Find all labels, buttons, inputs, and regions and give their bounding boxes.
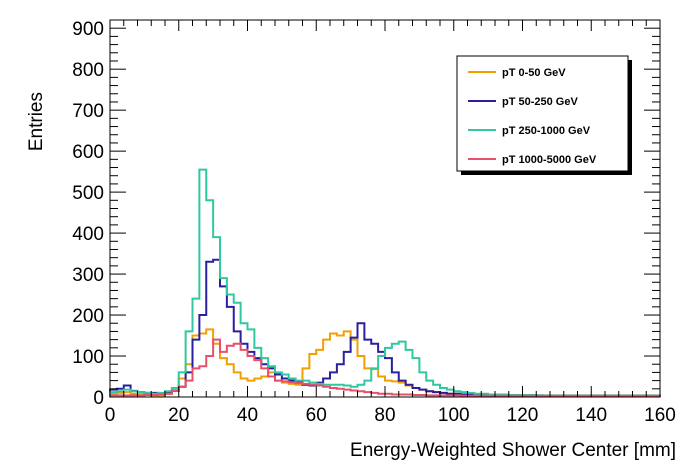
y-tick-label: 500 <box>72 183 104 204</box>
ticks-layer: 0 20 40 60 80 100 120 140 160 0 100 200 300 400 500 600… <box>72 19 676 426</box>
series-layer <box>109 168 661 397</box>
y-axis-label: Entries <box>26 92 47 151</box>
x-axis-label: Energy-Weighted Shower Center [mm] <box>350 440 676 461</box>
series-line-3 <box>109 338 661 397</box>
legend-items: pT 0-50 GeV pT 50-250 GeV pT 250-1000 GeV p… <box>468 67 597 166</box>
y-tick-label: 100 <box>72 347 104 368</box>
y-tick-label: 800 <box>72 60 104 81</box>
x-tick-label: 100 <box>438 405 470 426</box>
y-tick-label: 200 <box>72 306 104 327</box>
y-tick-label: 0 <box>93 388 104 409</box>
x-tick-label: 140 <box>575 405 607 426</box>
x-tick-label: 160 <box>644 405 676 426</box>
legend-label-2: pT 250-1000 GeV <box>502 125 591 137</box>
legend-label-0: pT 0-50 GeV <box>502 67 566 79</box>
x-tick-label: 20 <box>168 405 189 426</box>
y-tick-label: 900 <box>72 19 104 40</box>
legend-label-3: pT 1000-5000 GeV <box>502 154 597 166</box>
legend: pT 0-50 GeV pT 50-250 GeV pT 250-1000 GeV p… <box>456 55 632 175</box>
y-tick-label: 300 <box>72 265 104 286</box>
y-tick-label: 700 <box>72 101 104 122</box>
y-tick-label: 400 <box>72 224 104 245</box>
x-tick-label: 40 <box>237 405 258 426</box>
y-tick-label: 600 <box>72 142 104 163</box>
x-tick-label: 80 <box>374 405 395 426</box>
x-tick-label: 60 <box>306 405 327 426</box>
x-tick-label: 120 <box>507 405 539 426</box>
x-tick-label: 0 <box>105 405 116 426</box>
legend-label-1: pT 50-250 GeV <box>502 96 578 108</box>
legend-box <box>456 55 629 172</box>
